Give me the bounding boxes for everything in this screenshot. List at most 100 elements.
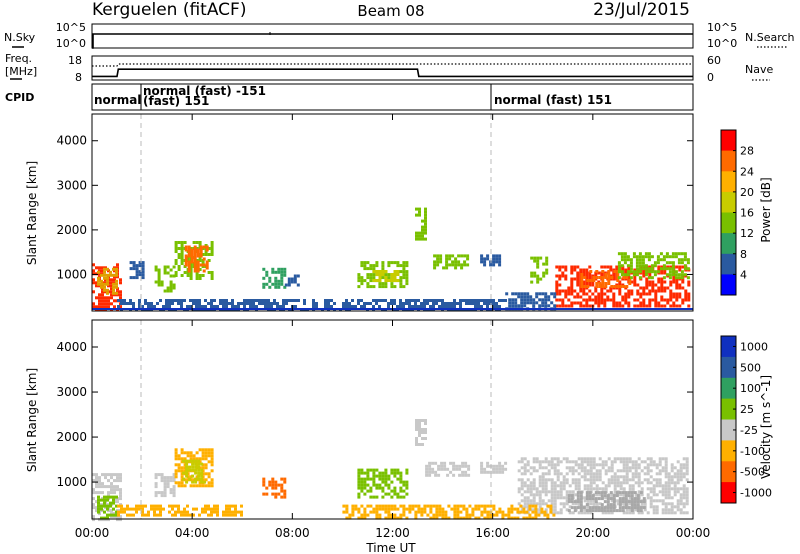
range-cell xyxy=(240,302,243,305)
range-cell xyxy=(204,448,208,452)
range-cell xyxy=(184,248,188,252)
range-cell xyxy=(687,304,691,308)
range-cell xyxy=(588,494,592,498)
range-cell xyxy=(458,473,462,477)
range-cell xyxy=(360,276,364,280)
range-cell xyxy=(483,299,486,302)
range-cell xyxy=(639,301,643,305)
range-cell xyxy=(669,304,673,308)
range-cell xyxy=(95,296,98,300)
range-cell xyxy=(630,500,634,504)
range-cell xyxy=(459,299,462,302)
range-cell xyxy=(104,476,107,480)
range-cell xyxy=(381,267,385,271)
range-cell xyxy=(669,298,673,302)
range-cell xyxy=(680,258,684,262)
range-cell xyxy=(498,510,502,514)
range-cell xyxy=(421,237,424,241)
range-cell xyxy=(213,305,216,308)
range-cell xyxy=(556,484,560,488)
range-cell xyxy=(568,466,572,470)
range-cell xyxy=(594,491,598,495)
range-cell xyxy=(274,492,278,496)
range-cell xyxy=(262,492,266,496)
range-cell xyxy=(437,473,441,477)
range-cell xyxy=(547,460,551,464)
range-cell xyxy=(168,510,171,514)
range-cell xyxy=(550,481,554,485)
range-cell xyxy=(592,478,596,482)
range-cell xyxy=(677,276,681,280)
range-cell xyxy=(182,471,186,475)
range-cell xyxy=(249,305,252,308)
range-cell xyxy=(103,273,106,277)
range-cell xyxy=(633,491,637,495)
range-cell xyxy=(550,502,554,506)
range-cell xyxy=(393,489,397,493)
range-cell xyxy=(378,276,382,279)
range-cell xyxy=(601,282,605,285)
range-cell xyxy=(591,298,595,302)
range-cell xyxy=(453,504,457,508)
range-cell xyxy=(480,504,484,508)
range-cell xyxy=(526,478,530,482)
range-cell xyxy=(645,277,649,281)
range-cell xyxy=(633,497,637,501)
range-cell xyxy=(685,472,689,476)
range-cell xyxy=(520,493,524,497)
range-cell xyxy=(675,304,679,308)
range-cell xyxy=(616,270,620,273)
range-cell xyxy=(381,486,385,490)
range-cell xyxy=(586,285,590,288)
range-cell xyxy=(562,487,566,491)
range-cell xyxy=(467,473,471,477)
range-cell xyxy=(369,486,373,490)
range-cell xyxy=(453,516,457,520)
nave-tick-bottom: 0 xyxy=(707,71,714,84)
range-cell xyxy=(556,496,560,500)
range-cell xyxy=(249,299,252,302)
range-cell xyxy=(556,472,560,476)
range-cell xyxy=(414,299,417,302)
range-cell xyxy=(424,228,427,232)
y-tick-label: 4000 xyxy=(56,134,87,148)
range-cell xyxy=(169,488,173,492)
range-cell xyxy=(465,302,468,305)
range-cell xyxy=(582,506,586,510)
range-cell xyxy=(545,262,549,266)
range-cell xyxy=(529,298,533,302)
range-cell xyxy=(103,267,106,271)
range-cell xyxy=(375,270,379,273)
range-cell xyxy=(580,273,584,276)
range-cell xyxy=(204,510,207,514)
range-cell xyxy=(106,504,109,508)
range-cell xyxy=(154,485,158,489)
range-cell xyxy=(544,292,548,296)
range-cell xyxy=(649,490,653,494)
range-cell xyxy=(387,477,391,481)
range-cell xyxy=(378,477,382,481)
range-cell xyxy=(682,463,686,467)
range-cell xyxy=(366,471,370,475)
range-cell xyxy=(568,505,572,509)
range-cell xyxy=(187,245,191,249)
range-cell xyxy=(634,475,638,479)
range-cell xyxy=(193,245,197,249)
range-cell xyxy=(612,494,616,498)
range-cell xyxy=(649,460,653,464)
range-cell xyxy=(468,302,471,305)
range-cell xyxy=(630,494,634,498)
range-cell xyxy=(667,481,671,485)
range-cell xyxy=(177,241,181,244)
range-cell xyxy=(666,286,670,290)
y-tick-label: 1000 xyxy=(56,475,87,489)
range-cell xyxy=(234,507,237,511)
range-cell xyxy=(660,271,664,275)
range-cell xyxy=(101,491,104,495)
range-cell xyxy=(200,477,204,481)
range-cell xyxy=(649,505,653,509)
range-cell xyxy=(354,507,358,511)
colorbar-swatch xyxy=(721,212,736,234)
range-cell xyxy=(624,298,628,302)
range-cell xyxy=(588,295,592,299)
